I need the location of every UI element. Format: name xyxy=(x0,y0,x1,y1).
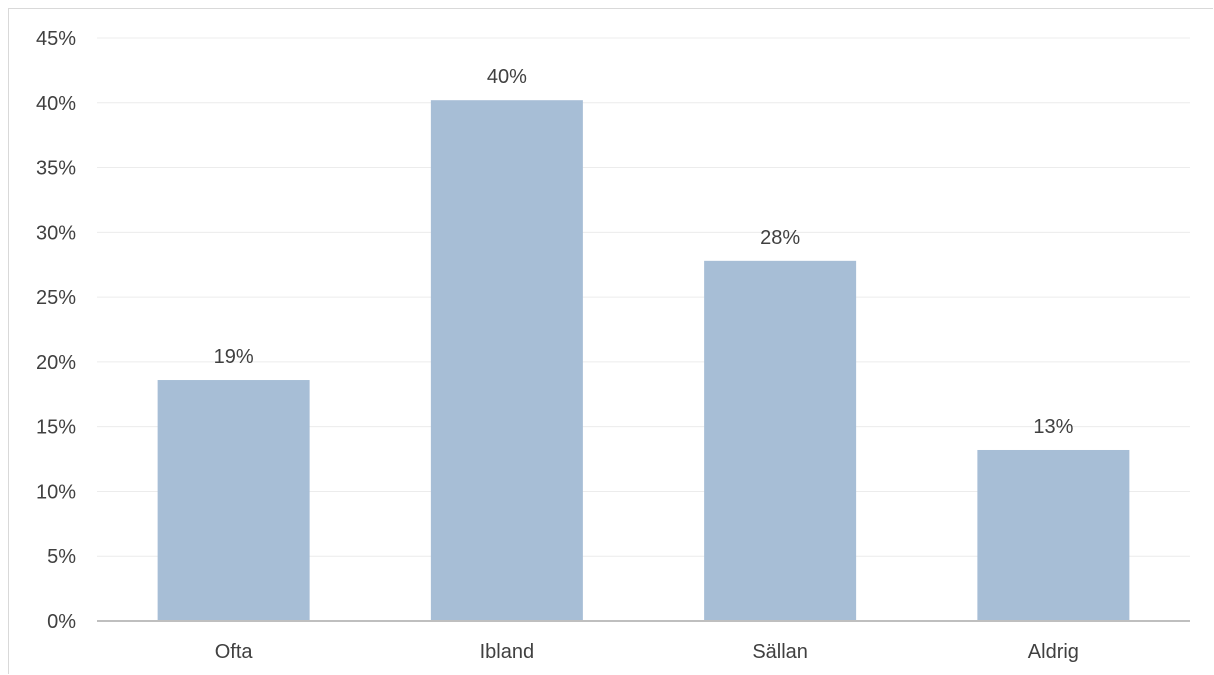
data-label: 40% xyxy=(487,66,527,88)
bars xyxy=(157,100,1130,622)
y-tick-label: 15% xyxy=(36,417,76,439)
data-label: 28% xyxy=(760,227,800,249)
y-tick-label: 35% xyxy=(36,158,76,180)
x-tick-label: Ibland xyxy=(480,641,535,663)
data-labels: 19% 40% 28% 13% xyxy=(214,66,1074,438)
x-tick-label: Ofta xyxy=(215,641,254,663)
bar xyxy=(977,449,1130,621)
bar xyxy=(157,380,310,621)
y-tick-label: 30% xyxy=(36,222,76,244)
y-tick-label: 10% xyxy=(36,481,76,503)
gridlines xyxy=(97,37,1190,557)
bar xyxy=(704,260,857,621)
data-label: 13% xyxy=(1033,416,1073,438)
bar xyxy=(430,100,583,622)
x-tick-label: Sällan xyxy=(752,641,808,663)
data-label: 19% xyxy=(214,346,254,368)
y-tick-label: 45% xyxy=(36,28,76,50)
y-tick-label: 25% xyxy=(36,287,76,309)
y-tick-label: 40% xyxy=(36,93,76,115)
chart-frame xyxy=(8,8,1213,674)
y-tick-label: 20% xyxy=(36,352,76,374)
y-tick-label: 5% xyxy=(47,546,76,568)
x-axis-ticks: Ofta Ibland Sällan Aldrig xyxy=(215,641,1079,663)
y-tick-label: 0% xyxy=(47,611,76,633)
y-axis-ticks: 0% 5% 10% 15% 20% 25% 30% 35% 40% 45% xyxy=(36,28,76,633)
x-tick-label: Aldrig xyxy=(1028,641,1079,663)
